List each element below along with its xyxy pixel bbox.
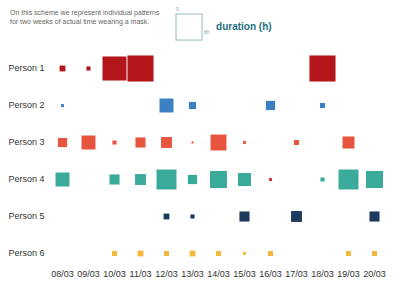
svg-text:10/03: 10/03 (103, 269, 126, 279)
svg-text:08/03: 08/03 (51, 269, 74, 279)
svg-text:19/03: 19/03 (337, 269, 360, 279)
svg-text:14/03: 14/03 (207, 269, 230, 279)
svg-text:16/03: 16/03 (259, 269, 282, 279)
svg-text:09/03: 09/03 (77, 269, 100, 279)
svg-text:17/03: 17/03 (285, 269, 308, 279)
svg-text:Person 6: Person 6 (8, 248, 44, 258)
svg-text:11/03: 11/03 (130, 269, 152, 279)
svg-text:Person 3: Person 3 (8, 137, 44, 147)
svg-text:8h: 8h (204, 29, 210, 35)
svg-text:Person 5: Person 5 (8, 211, 44, 221)
svg-text:duration (h): duration (h) (216, 21, 272, 32)
svg-text:Person 4: Person 4 (8, 174, 44, 184)
svg-text:13/03: 13/03 (181, 269, 204, 279)
svg-text:0: 0 (176, 6, 179, 12)
svg-text:Person 1: Person 1 (8, 63, 44, 73)
html-text:On this scheme we represent in: On this scheme we represent individual p… (10, 9, 160, 25)
svg-text:Person 2: Person 2 (8, 100, 44, 110)
svg-text:12/03: 12/03 (155, 269, 178, 279)
svg-text:20/03: 20/03 (363, 269, 386, 279)
svg-text:18/03: 18/03 (311, 269, 334, 279)
svg-text:15/03: 15/03 (233, 269, 256, 279)
